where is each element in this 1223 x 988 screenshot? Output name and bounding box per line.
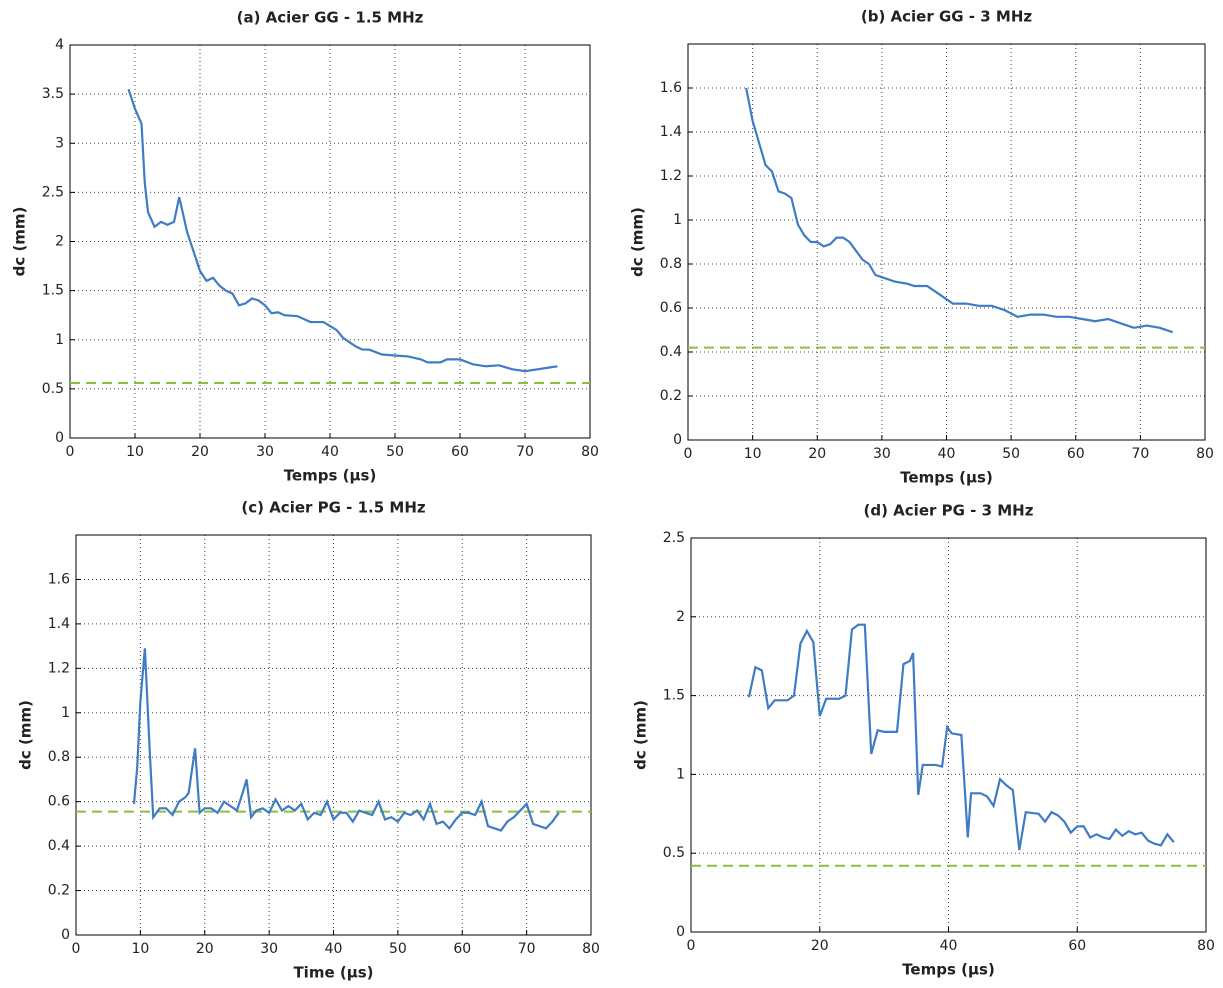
y-tick-label: 1 xyxy=(676,766,685,782)
y-tick-label: 3 xyxy=(55,135,64,151)
y-tick-label: 0.5 xyxy=(663,845,685,861)
x-axis-label: Temps (µs) xyxy=(284,467,377,485)
x-tick-label: 80 xyxy=(581,444,599,460)
x-tick-label: 10 xyxy=(131,941,149,957)
y-axis-label: dc (mm) xyxy=(629,207,647,277)
x-tick-label: 20 xyxy=(191,444,209,460)
y-tick-label: 1.2 xyxy=(48,660,70,676)
x-tick-label: 60 xyxy=(1067,446,1085,462)
x-tick-label: 80 xyxy=(582,941,600,957)
y-tick-label: 2 xyxy=(55,234,64,250)
y-tick-label: 1.5 xyxy=(663,688,685,704)
x-tick-label: 40 xyxy=(940,938,958,954)
x-tick-label: 80 xyxy=(1197,938,1215,954)
y-tick-label: 0.8 xyxy=(660,256,682,272)
x-tick-label: 20 xyxy=(811,938,829,954)
y-tick-label: 0.6 xyxy=(48,794,70,810)
x-tick-label: 10 xyxy=(126,444,144,460)
x-axis-label: Temps (µs) xyxy=(900,469,993,487)
y-tick-label: 0.2 xyxy=(48,883,70,899)
y-tick-label: 0.4 xyxy=(660,344,682,360)
x-tick-label: 70 xyxy=(518,941,536,957)
plot-frame xyxy=(75,534,592,936)
y-tick-label: 0 xyxy=(676,924,685,940)
y-tick-label: 2.5 xyxy=(663,530,685,546)
x-tick-label: 0 xyxy=(684,446,693,462)
x-tick-label: 30 xyxy=(256,444,274,460)
data-line xyxy=(127,88,558,373)
chart-title: (d) Acier PG - 3 MHz xyxy=(864,502,1034,520)
y-tick-label: 0 xyxy=(673,432,682,448)
x-tick-label: 50 xyxy=(1002,446,1020,462)
x-tick-label: 20 xyxy=(808,446,826,462)
x-tick-label: 0 xyxy=(687,938,696,954)
x-tick-label: 40 xyxy=(321,444,339,460)
y-tick-label: 1.4 xyxy=(660,124,682,140)
x-axis-label: Temps (µs) xyxy=(902,961,995,979)
x-tick-label: 40 xyxy=(325,941,343,957)
x-tick-label: 30 xyxy=(260,941,278,957)
y-tick-label: 0.6 xyxy=(660,300,682,316)
data-line xyxy=(132,648,560,832)
y-tick-label: 1.4 xyxy=(48,616,70,632)
x-tick-label: 30 xyxy=(873,446,891,462)
x-tick-label: 20 xyxy=(196,941,214,957)
x-tick-label: 50 xyxy=(386,444,404,460)
y-tick-label: 0.2 xyxy=(660,388,682,404)
data-line xyxy=(745,87,1174,334)
x-tick-label: 40 xyxy=(938,446,956,462)
y-tick-label: 1 xyxy=(673,212,682,228)
y-tick-label: 4 xyxy=(55,37,64,53)
x-tick-label: 0 xyxy=(72,941,81,957)
chart-title: (b) Acier GG - 3 MHz xyxy=(861,8,1033,26)
x-tick-label: 60 xyxy=(1068,938,1086,954)
y-axis-label: dc (mm) xyxy=(632,700,650,770)
x-tick-label: 60 xyxy=(451,444,469,460)
y-tick-label: 0 xyxy=(61,927,70,943)
plot-frame xyxy=(69,44,591,439)
y-tick-label: 2 xyxy=(676,609,685,625)
y-tick-label: 0 xyxy=(55,430,64,446)
y-tick-label: 1 xyxy=(61,705,70,721)
plot-frame xyxy=(690,537,1207,933)
y-tick-label: 1.2 xyxy=(660,168,682,184)
y-axis-label: dc (mm) xyxy=(11,207,29,277)
y-tick-label: 2.5 xyxy=(42,184,64,200)
y-axis-label: dc (mm) xyxy=(17,700,35,770)
data-line xyxy=(747,623,1175,851)
chart-title: (a) Acier GG - 1.5 MHz xyxy=(237,9,424,27)
plot-frame xyxy=(687,43,1206,441)
y-tick-label: 0.4 xyxy=(48,838,70,854)
x-tick-label: 60 xyxy=(453,941,471,957)
x-tick-label: 0 xyxy=(66,444,75,460)
x-tick-label: 70 xyxy=(1131,446,1149,462)
x-tick-label: 10 xyxy=(744,446,762,462)
x-axis-label: Time (µs) xyxy=(293,964,373,982)
y-tick-label: 3.5 xyxy=(42,86,64,102)
x-tick-label: 50 xyxy=(389,941,407,957)
y-tick-label: 1.5 xyxy=(42,283,64,299)
y-tick-label: 1 xyxy=(55,332,64,348)
x-tick-label: 80 xyxy=(1196,446,1214,462)
x-tick-label: 70 xyxy=(516,444,534,460)
y-tick-label: 1.6 xyxy=(48,571,70,587)
y-tick-label: 1.6 xyxy=(660,80,682,96)
chart-title: (c) Acier PG - 1.5 MHz xyxy=(241,499,426,517)
y-tick-label: 0.8 xyxy=(48,749,70,765)
plot-area xyxy=(688,44,1205,440)
y-tick-label: 0.5 xyxy=(42,381,64,397)
